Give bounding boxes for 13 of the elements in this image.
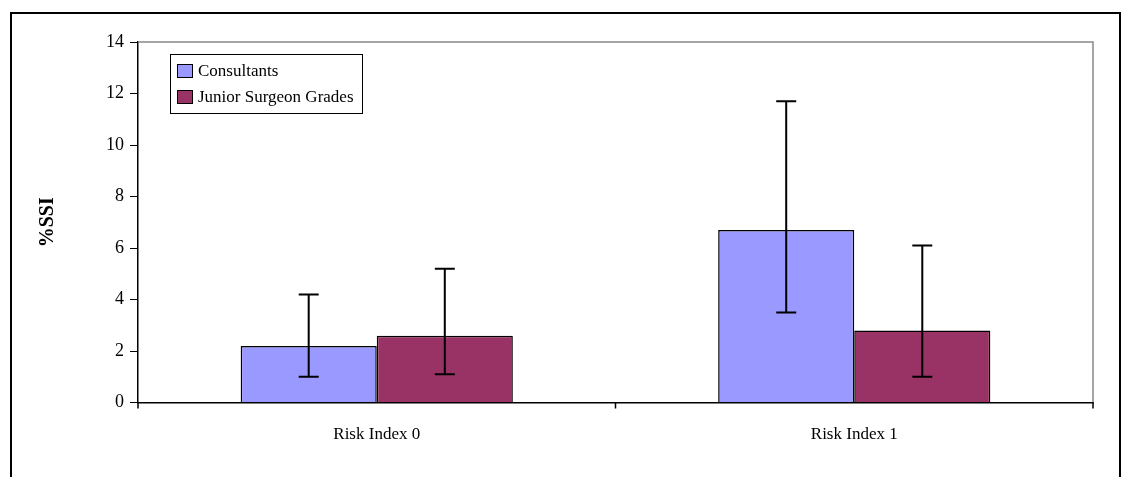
legend-label: Consultants (198, 61, 279, 81)
y-tick-label: 8 (115, 185, 124, 206)
x-tick-label: Risk Index 0 (333, 424, 421, 444)
y-tick-label: 10 (106, 133, 124, 154)
y-tick-label: 4 (115, 288, 124, 309)
y-tick-label: 14 (106, 30, 124, 51)
y-tick-label: 12 (106, 82, 124, 103)
legend-label: Junior Surgeon Grades (198, 87, 354, 107)
y-axis-title: %SSI (35, 197, 58, 248)
y-tick-label: 6 (115, 236, 124, 257)
x-tick-label: Risk Index 1 (810, 424, 898, 444)
y-tick-label: 0 (115, 391, 124, 412)
y-tick-label: 2 (115, 339, 124, 360)
